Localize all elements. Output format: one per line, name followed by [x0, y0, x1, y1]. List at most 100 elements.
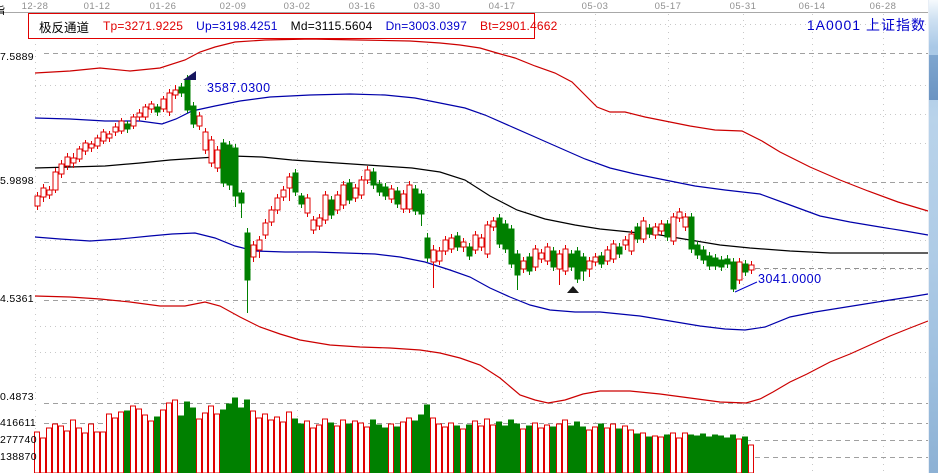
date-tick-03-30: 03-30 — [413, 1, 441, 12]
volume-bar — [76, 427, 82, 473]
volume-bar — [736, 438, 742, 473]
volume-bar — [436, 423, 442, 473]
volume-bar — [466, 424, 472, 473]
volume-bar — [718, 435, 724, 473]
partial-glyph: 指 — [0, 2, 8, 15]
candle-body — [700, 249, 707, 261]
volume-bar — [634, 433, 640, 473]
candle-body — [664, 223, 671, 238]
candle-body — [76, 148, 83, 160]
candle-body — [676, 211, 683, 219]
volume-bar — [322, 418, 328, 473]
volume-bar — [232, 397, 238, 473]
volume-bar — [658, 436, 664, 473]
volume-bar — [592, 426, 598, 473]
volume-bar — [646, 436, 652, 473]
volume-bar — [676, 437, 682, 473]
volume-bar — [82, 432, 88, 473]
candle-body — [652, 226, 659, 236]
volume-bar — [292, 418, 298, 473]
volume-bar — [304, 420, 310, 473]
candle-body — [292, 172, 299, 193]
scrollbar-thumb[interactable] — [929, 55, 938, 100]
candle-body — [466, 246, 473, 257]
volume-bar — [46, 427, 52, 473]
candle-body — [256, 239, 263, 251]
volume-bar — [748, 444, 754, 473]
candle-body — [574, 250, 581, 280]
candle-body — [52, 171, 59, 191]
volume-bar — [712, 434, 718, 473]
candle-body — [364, 169, 371, 181]
y-axis-label-4.5361: 4.5361 — [0, 293, 34, 305]
volume-bar — [70, 419, 76, 473]
volume-bar — [652, 435, 658, 473]
candle-body — [616, 246, 623, 255]
volume-bar — [664, 434, 670, 473]
candle-body — [742, 263, 749, 273]
date-tick-03-16: 03-16 — [348, 1, 376, 12]
date-tick-05-03: 05-03 — [581, 1, 609, 12]
volume-bar — [448, 422, 454, 473]
volume-bar — [562, 419, 568, 473]
candle-body — [238, 192, 245, 204]
volume-bar — [700, 433, 706, 473]
candle-body — [82, 142, 89, 152]
date-tick-05-17: 05-17 — [654, 1, 682, 12]
candle-body — [730, 261, 737, 290]
candle-body — [100, 131, 107, 142]
indicator-legend-box: 极反通道 Tp=3271.9225 Up=3198.4251 Md=3115.5… — [28, 13, 557, 39]
candle-body — [64, 156, 71, 167]
volume-bar — [598, 423, 604, 473]
volume-bar — [412, 420, 418, 473]
volume-bar — [406, 417, 412, 473]
candle-body — [502, 223, 509, 250]
candle-body — [484, 224, 491, 255]
candle-body — [322, 194, 329, 221]
volume-bar — [388, 423, 394, 473]
candle-body — [370, 171, 377, 186]
candle-body — [94, 137, 101, 147]
candle-body — [352, 187, 359, 199]
candle-body — [268, 209, 275, 223]
volume-bar — [526, 425, 532, 473]
volume-bar — [154, 416, 160, 473]
y-axis-label-0.4873: 0.4873 — [0, 391, 34, 403]
volume-bar — [106, 413, 112, 473]
volume-bar — [202, 412, 208, 473]
volume-bar — [442, 426, 448, 473]
candle-body — [304, 197, 311, 214]
candle-body — [148, 103, 155, 110]
volume-bar — [418, 414, 424, 473]
candle-body — [172, 89, 179, 96]
volume-bar — [502, 425, 508, 473]
candle-body — [514, 253, 521, 276]
volume-bar — [136, 408, 142, 473]
date-tick-04-17: 04-17 — [488, 1, 516, 12]
volume-bar — [346, 423, 352, 473]
candle-body — [214, 149, 221, 169]
volume-bar — [532, 422, 538, 473]
volume-bar — [286, 411, 292, 473]
volume-bar — [340, 419, 346, 473]
y-axis-label-138870: 138870 — [0, 451, 37, 463]
volume-bar — [550, 426, 556, 473]
candle-body — [736, 261, 743, 281]
volume-bar — [172, 399, 178, 473]
volume-bar — [670, 432, 676, 473]
candle-body — [406, 184, 413, 210]
channel-line-bt — [34, 295, 929, 404]
volume-bar — [706, 436, 712, 473]
candle-body — [520, 260, 527, 270]
indicator-value-md: Md=3115.5604 — [290, 19, 373, 33]
candle-body — [376, 183, 383, 193]
peak-marker-icon — [183, 71, 196, 80]
volume-bar — [568, 425, 574, 473]
candle-body — [592, 256, 599, 263]
volume-bar — [682, 432, 688, 473]
candle-body — [394, 190, 401, 205]
volume-bar — [586, 429, 592, 473]
candle-body — [46, 189, 53, 196]
vertical-scrollbar[interactable] — [928, 0, 938, 473]
